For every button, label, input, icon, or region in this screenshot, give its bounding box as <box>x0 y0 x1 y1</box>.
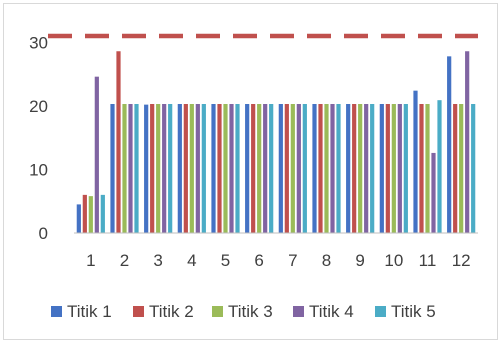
legend-label: Titik 2 <box>149 302 194 321</box>
legend-swatch <box>51 306 62 317</box>
bar-titik-1-cat-10 <box>379 104 384 233</box>
bar-titik-1-cat-2 <box>110 104 115 233</box>
bar-titik-1-cat-1 <box>76 204 81 233</box>
y-tick-label: 30 <box>29 33 48 52</box>
bar-titik-4-cat-1 <box>94 76 99 233</box>
bar-titik-3-cat-11 <box>425 104 430 233</box>
bar-titik-5-cat-10 <box>403 104 408 233</box>
bar-titik-4-cat-7 <box>296 104 301 233</box>
bar-titik-1-cat-9 <box>346 104 351 233</box>
bar-titik-3-cat-10 <box>391 104 396 233</box>
bar-titik-2-cat-6 <box>251 104 256 233</box>
bar-titik-5-cat-2 <box>134 104 139 233</box>
bar-titik-4-cat-9 <box>364 104 369 233</box>
bar-titik-4-cat-5 <box>229 104 234 233</box>
legend-swatch <box>293 306 304 317</box>
bar-titik-4-cat-11 <box>431 152 436 233</box>
y-tick-label: 10 <box>29 160 48 179</box>
bar-titik-2-cat-5 <box>217 104 222 233</box>
bar-titik-5-cat-8 <box>336 104 341 233</box>
x-tick-label: 4 <box>187 251 196 270</box>
legend-label: Titik 5 <box>391 302 436 321</box>
legend-label: Titik 1 <box>67 302 112 321</box>
legend-swatch <box>133 306 144 317</box>
x-tick-label: 11 <box>419 251 437 270</box>
x-tick-label: 7 <box>288 251 297 270</box>
bar-titik-5-cat-3 <box>168 104 173 233</box>
bar-titik-4-cat-12 <box>465 51 470 233</box>
bar-titik-2-cat-8 <box>318 104 323 233</box>
bar-titik-5-cat-11 <box>437 100 442 234</box>
bar-titik-5-cat-6 <box>269 104 274 233</box>
bar-titik-3-cat-12 <box>459 104 464 233</box>
bar-titik-4-cat-10 <box>397 104 402 233</box>
legend-label: Titik 3 <box>228 302 273 321</box>
bars <box>76 51 476 234</box>
x-tick-label: 5 <box>221 251 230 270</box>
bar-titik-3-cat-9 <box>358 104 363 233</box>
bar-titik-2-cat-12 <box>453 104 458 233</box>
bar-titik-2-cat-1 <box>82 194 87 233</box>
x-tick-label: 3 <box>153 251 162 270</box>
x-tick-label: 9 <box>355 251 364 270</box>
bar-titik-3-cat-1 <box>88 196 93 233</box>
bar-titik-1-cat-4 <box>177 104 182 233</box>
legend: Titik 1 Titik 2 Titik 3 Titik 4 Titik 5 <box>51 302 436 321</box>
bar-titik-1-cat-11 <box>413 90 418 234</box>
bar-titik-3-cat-6 <box>257 104 262 233</box>
bar-titik-4-cat-4 <box>195 104 200 233</box>
bar-titik-2-cat-11 <box>419 104 424 233</box>
bar-titik-5-cat-4 <box>201 104 206 233</box>
bar-titik-1-cat-8 <box>312 104 317 233</box>
bar-titik-1-cat-5 <box>211 104 216 233</box>
x-tick-label: 2 <box>120 251 129 270</box>
x-tick-label: 12 <box>452 251 471 270</box>
bar-titik-1-cat-7 <box>278 104 283 233</box>
bar-titik-5-cat-5 <box>235 104 240 233</box>
bar-titik-5-cat-1 <box>100 194 105 233</box>
bar-titik-1-cat-3 <box>144 104 149 233</box>
bar-titik-1-cat-6 <box>245 104 250 233</box>
bar-titik-2-cat-10 <box>385 104 390 233</box>
bar-titik-2-cat-4 <box>183 104 188 233</box>
bar-titik-3-cat-8 <box>324 104 329 233</box>
bar-titik-4-cat-2 <box>128 104 133 233</box>
bar-titik-5-cat-7 <box>302 104 307 233</box>
x-axis-ticks: 1 2 3 4 5 6 7 8 9 10 11 12 <box>86 251 471 270</box>
x-tick-label: 1 <box>86 251 95 270</box>
bar-titik-3-cat-5 <box>223 104 228 233</box>
bar-titik-1-cat-12 <box>447 56 452 234</box>
legend-swatch <box>375 306 386 317</box>
y-tick-label: 0 <box>39 224 48 243</box>
chart-frame <box>3 3 498 340</box>
y-tick-label: 20 <box>29 97 48 116</box>
bar-titik-3-cat-7 <box>290 104 295 233</box>
bar-titik-5-cat-12 <box>471 104 476 233</box>
bar-titik-3-cat-4 <box>189 104 194 233</box>
x-tick-label: 10 <box>384 251 403 270</box>
bar-titik-2-cat-9 <box>352 104 357 233</box>
legend-label: Titik 4 <box>309 302 354 321</box>
bar-titik-3-cat-3 <box>156 104 161 233</box>
bar-titik-4-cat-6 <box>263 104 268 233</box>
x-tick-label: 6 <box>254 251 263 270</box>
bar-titik-3-cat-2 <box>122 104 127 233</box>
bar-titik-4-cat-3 <box>162 104 167 233</box>
x-tick-label: 8 <box>322 251 331 270</box>
bar-titik-5-cat-9 <box>370 104 375 233</box>
legend-swatch <box>212 306 223 317</box>
bar-titik-2-cat-7 <box>284 104 289 233</box>
bar-titik-2-cat-3 <box>150 104 155 233</box>
y-axis-ticks: 0 10 20 30 <box>29 33 48 243</box>
bar-titik-4-cat-8 <box>330 104 335 233</box>
bar-titik-2-cat-2 <box>116 51 121 233</box>
